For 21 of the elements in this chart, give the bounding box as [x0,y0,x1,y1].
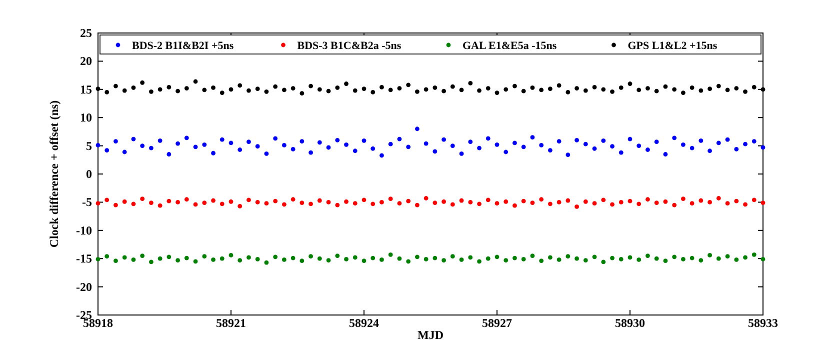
y-tick-label: -15 [76,252,92,266]
x-axis-title: MJD [418,328,444,342]
y-tick-label: -20 [76,280,92,294]
y-tick-label: 20 [80,54,92,68]
legend-label: BDS-3 B1C&B2a -5ns [297,40,402,52]
x-tick-label: 58930 [615,316,645,330]
y-tick-label: 15 [80,82,92,96]
y-tick-label: 0 [86,167,92,181]
legend-label: BDS-2 B1I&B2I +5ns [132,40,234,52]
y-tick-label: 5 [86,138,92,153]
y-tick-label: -10 [76,223,92,238]
y-tick-label: -5 [82,195,92,210]
legend-label: GPS L1&L2 +15ns [628,40,718,52]
y-tick-label: 10 [80,110,92,125]
x-tick-label: 58927 [482,316,512,330]
x-tick-label: 58921 [216,316,246,330]
x-tick-label: 58924 [349,316,379,330]
x-tick-label: 58933 [748,316,778,330]
legend-label: GAL E1&E5a -15ns [462,40,558,52]
y-axis-title: Clock difference + offset (ns) [47,100,61,248]
y-tick-label: 25 [80,26,92,40]
